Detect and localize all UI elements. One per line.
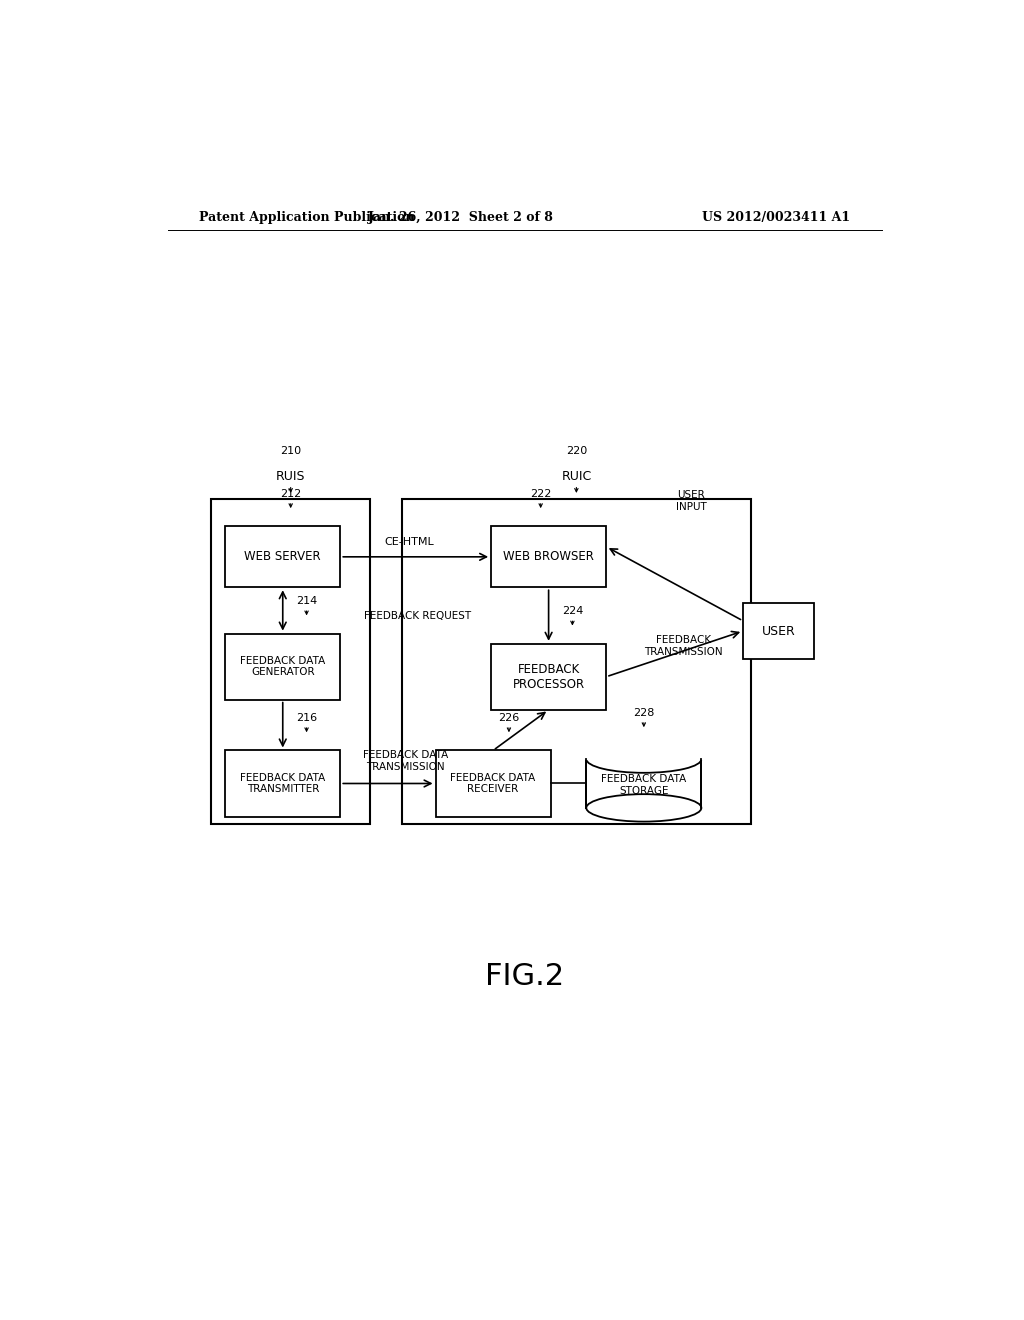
Text: 226: 226 (499, 713, 519, 723)
Text: FEEDBACK
TRANSMISSION: FEEDBACK TRANSMISSION (644, 635, 723, 657)
Text: US 2012/0023411 A1: US 2012/0023411 A1 (702, 211, 850, 224)
Bar (225, 751, 340, 817)
Text: FEEDBACK DATA
TRANSMITTER: FEEDBACK DATA TRANSMITTER (240, 772, 326, 795)
Bar (211, 499, 370, 824)
Bar (492, 644, 606, 710)
Bar (225, 527, 340, 587)
Text: 212: 212 (280, 488, 301, 499)
Text: WEB SERVER: WEB SERVER (245, 550, 322, 564)
Text: Jan. 26, 2012  Sheet 2 of 8: Jan. 26, 2012 Sheet 2 of 8 (369, 211, 554, 224)
Text: 222: 222 (530, 488, 551, 499)
Text: FEEDBACK DATA
STORAGE: FEEDBACK DATA STORAGE (601, 774, 686, 796)
Text: 224: 224 (562, 606, 583, 616)
Text: 210: 210 (281, 446, 301, 457)
Bar (585, 744, 702, 760)
Ellipse shape (587, 746, 701, 772)
Text: 228: 228 (633, 708, 654, 718)
Text: FEEDBACK REQUEST: FEEDBACK REQUEST (364, 611, 471, 620)
Text: RUIS: RUIS (275, 470, 305, 483)
Text: FEEDBACK
PROCESSOR: FEEDBACK PROCESSOR (513, 663, 585, 690)
Text: 216: 216 (296, 713, 317, 723)
Text: WEB BROWSER: WEB BROWSER (503, 550, 594, 564)
Bar (492, 527, 606, 587)
Text: USER
INPUT: USER INPUT (676, 490, 707, 512)
Bar (435, 751, 551, 817)
Text: FEEDBACK DATA
TRANSMISSION: FEEDBACK DATA TRANSMISSION (364, 750, 449, 772)
Ellipse shape (587, 795, 701, 821)
Text: 214: 214 (296, 597, 317, 606)
Text: 220: 220 (565, 446, 587, 457)
Bar (587, 759, 701, 808)
Text: RUIC: RUIC (561, 470, 592, 483)
Text: FEEDBACK DATA
GENERATOR: FEEDBACK DATA GENERATOR (240, 656, 326, 677)
Text: USER: USER (762, 624, 796, 638)
Text: Patent Application Publication: Patent Application Publication (200, 211, 415, 224)
Bar (401, 499, 751, 824)
Text: CE-HTML: CE-HTML (385, 537, 434, 546)
Bar (743, 603, 814, 659)
Bar (225, 634, 340, 700)
Text: FEEDBACK DATA
RECEIVER: FEEDBACK DATA RECEIVER (451, 772, 536, 795)
Text: FIG.2: FIG.2 (485, 962, 564, 991)
